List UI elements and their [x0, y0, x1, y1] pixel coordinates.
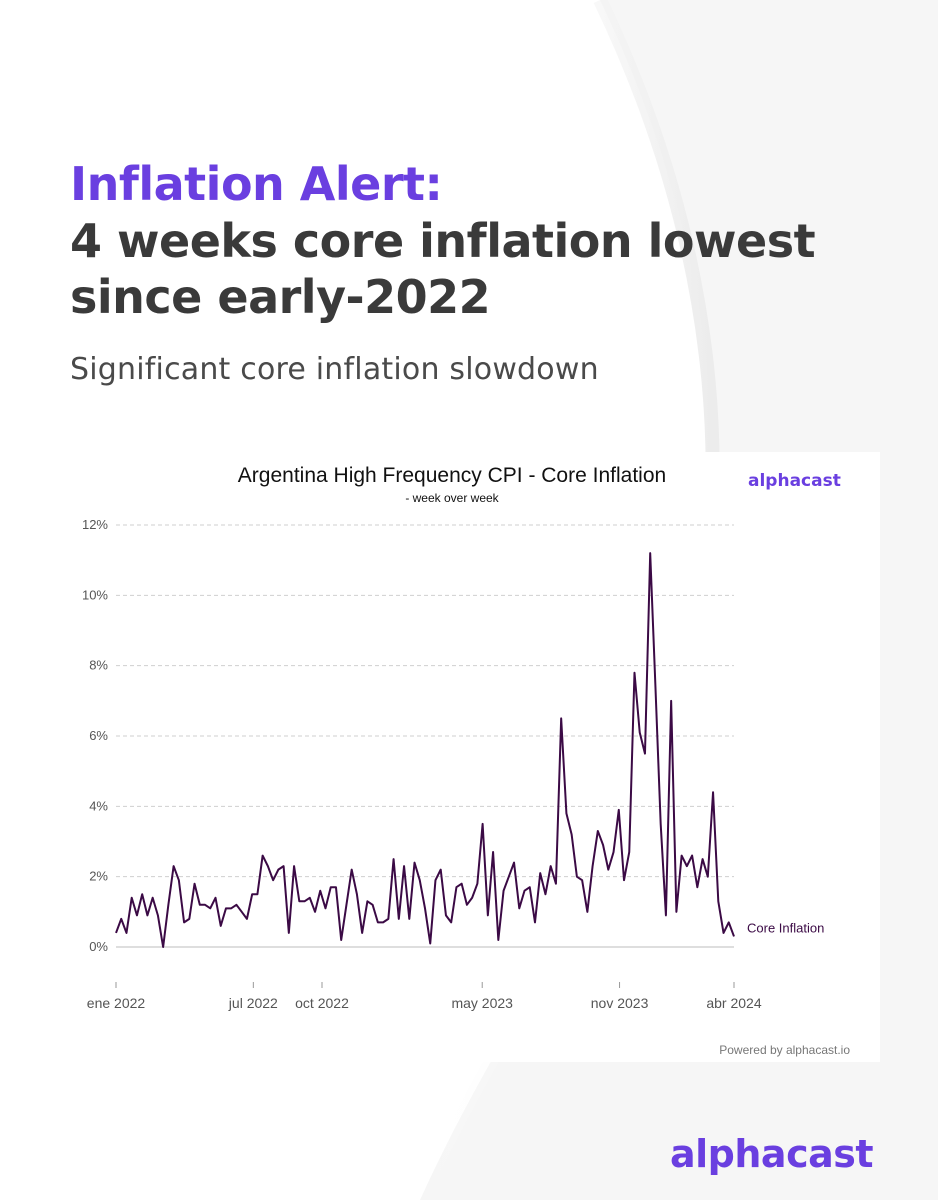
y-tick-label: 8%: [89, 658, 108, 673]
series-line-core-inflation: [115, 552, 735, 948]
y-tick-label: 10%: [82, 587, 108, 602]
x-tick-label: nov 2023: [591, 995, 649, 1011]
alert-label: Inflation Alert:: [70, 157, 443, 211]
chart-title: Argentina High Frequency CPI - Core Infl…: [238, 464, 666, 487]
x-tick-label: ene 2022: [87, 995, 146, 1011]
y-tick-label: 2%: [89, 869, 108, 884]
series-label-core-inflation: Core Inflation: [747, 920, 824, 935]
chart-card: Argentina High Frequency CPI - Core Infl…: [60, 452, 880, 1062]
x-tick-label: jul 2022: [228, 995, 278, 1011]
series-labels: Core Inflation: [747, 920, 824, 935]
headline: Inflation Alert: 4 weeks core inflation …: [70, 155, 816, 325]
x-axis-ticks: ene 2022 jul 2022 oct 2022 may 2023 nov 2023…: [87, 982, 762, 1011]
core-inflation-chart: Argentina High Frequency CPI - Core Infl…: [60, 452, 880, 1062]
y-tick-label: 4%: [89, 798, 108, 813]
chart-subtitle: - week over week: [405, 491, 499, 505]
headline-line-1: 4 weeks core inflation lowest: [70, 214, 816, 268]
chart-background: [60, 452, 880, 1062]
x-tick-label: oct 2022: [295, 995, 349, 1011]
y-tick-label: 12%: [82, 517, 108, 532]
powered-by-label: Powered by alphacast.io: [719, 1043, 850, 1057]
footer-brand-logo: alphacast: [670, 1132, 874, 1176]
y-axis-ticks: 0% 2% 4% 6% 8% 10% 12%: [82, 517, 108, 954]
page-subtitle: Significant core inflation slowdown: [70, 352, 599, 387]
y-tick-label: 0%: [89, 939, 108, 954]
y-tick-label: 6%: [89, 728, 108, 743]
x-tick-label: may 2023: [451, 995, 513, 1011]
headline-line-2: since early-2022: [70, 270, 491, 324]
chart-brand-logo: alphacast: [748, 471, 841, 491]
x-tick-label: abr 2024: [706, 995, 761, 1011]
series-lines: [115, 552, 735, 948]
